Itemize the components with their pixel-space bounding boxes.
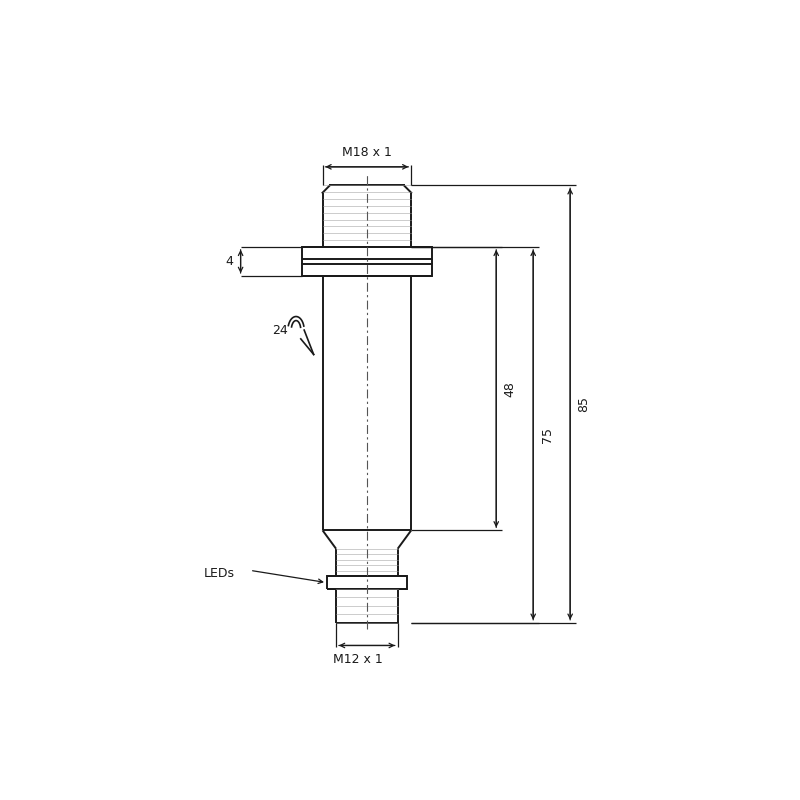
Text: 75: 75 [541, 427, 554, 443]
Text: 85: 85 [578, 396, 590, 412]
Text: M18 x 1: M18 x 1 [342, 146, 392, 159]
Text: M12 x 1: M12 x 1 [333, 653, 382, 666]
Text: 48: 48 [504, 381, 517, 397]
Text: LEDs: LEDs [203, 567, 234, 580]
Text: 4: 4 [226, 255, 234, 268]
Text: 24: 24 [272, 323, 288, 337]
